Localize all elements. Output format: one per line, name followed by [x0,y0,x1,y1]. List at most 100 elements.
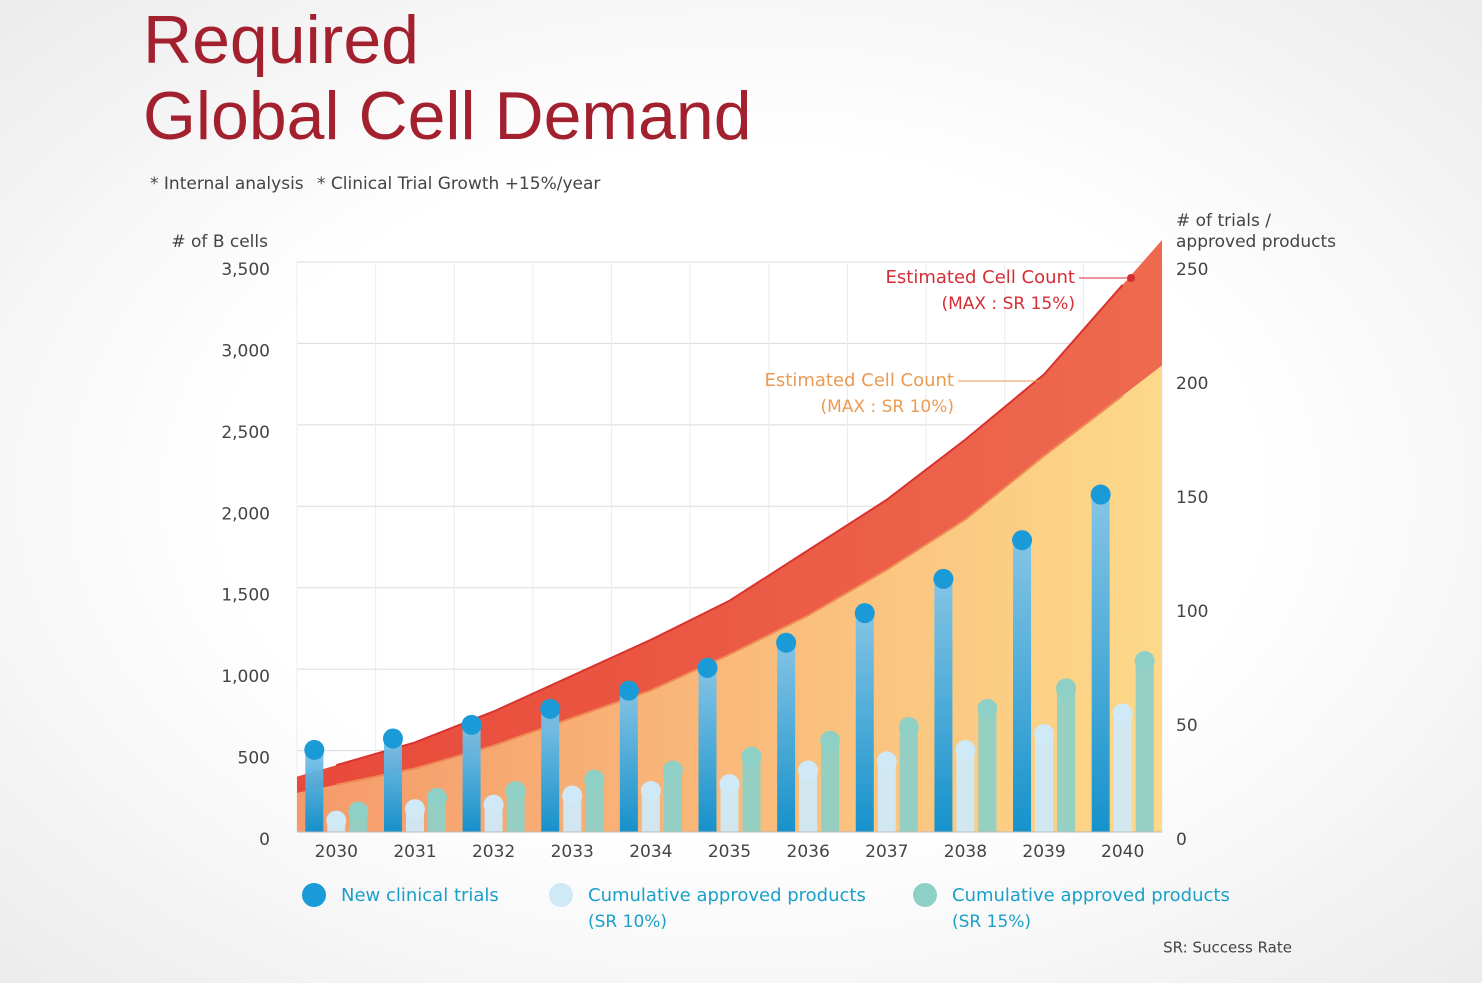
x-tick-label: 2031 [393,842,436,862]
bar [956,749,975,832]
y-tick-label: 3,500 [221,260,270,280]
bar-cap [854,603,875,624]
bar-cap [618,680,639,701]
annotation-dot [1127,274,1135,282]
bar [462,724,481,832]
bar [1113,713,1132,832]
bar [506,790,525,832]
bar [641,790,660,832]
chart-title: Global Cell Demand [143,78,752,154]
y2-tick-label: 150 [1176,488,1208,508]
bar-cap [697,657,718,678]
bar-cap [1056,678,1077,699]
bar [563,795,582,832]
x-tick-label: 2032 [472,842,515,862]
annotation: (MAX : SR 15%) [941,294,1075,314]
bar-cap [1012,530,1033,551]
y2-tick-label: 50 [1176,716,1198,736]
chart-title: Required [143,2,419,78]
bar [934,578,953,832]
legend-label: Cumulative approved products [588,885,866,906]
bar [720,784,739,832]
bar-cap [461,714,482,735]
y2-axis-label: approved products [1176,232,1336,252]
x-tick-label: 2039 [1022,842,1065,862]
bar-cap [505,780,526,801]
bar [821,740,840,832]
bar [899,727,918,832]
x-tick-label: 2033 [551,842,594,862]
bar-cap [977,698,998,719]
x-tick-label: 2037 [865,842,908,862]
bar [305,749,324,832]
bar [663,770,682,832]
legend-marker [913,883,937,907]
legend-label: New clinical trials [341,885,499,906]
bar-cap [326,810,347,831]
y-tick-label: 500 [238,749,270,769]
annotation: Estimated Cell Count [886,267,1075,288]
bar-cap [1112,703,1133,724]
legend-note: (SR 15%) [952,912,1031,932]
bar [698,667,717,832]
x-tick-label: 2034 [629,842,672,862]
bar-cap [1134,651,1155,671]
bar [777,642,796,832]
x-tick-label: 2036 [787,842,830,862]
bar-cap [741,746,762,767]
bar [742,756,761,832]
bar [855,613,874,832]
y-tick-label: 2,500 [221,423,270,443]
bar-cap [562,785,583,806]
bar [1057,688,1076,832]
bar [541,708,560,832]
y2-tick-label: 100 [1176,602,1208,622]
bar [585,779,604,832]
bar-cap [820,730,841,751]
y-tick-label: 1,500 [221,586,270,606]
footnote: SR: Success Rate [1163,939,1292,957]
legend-label: Cumulative approved products [952,885,1230,906]
y-tick-label: 0 [259,830,270,850]
y2-axis-label: # of trials / [1176,211,1271,231]
bar-cap [304,739,325,760]
y-axis-label: # of B cells [171,232,268,252]
bar [383,738,402,832]
y-tick-label: 3,000 [221,341,270,361]
x-tick-label: 2035 [708,842,751,862]
x-tick-label: 2030 [315,842,358,862]
bar-cap [876,751,897,772]
bar [1013,540,1032,832]
y-tick-label: 2,000 [221,504,270,524]
bar-cap [662,760,683,781]
legend-marker [302,883,326,907]
note: * Clinical Trial Growth +15%/year [317,174,600,194]
bar [978,708,997,832]
bar-cap [1034,723,1055,744]
bar [619,690,638,832]
bar-cap [719,774,740,795]
y-tick-label: 1,000 [221,667,270,687]
bar-cap [955,739,976,760]
bar-cap [1090,484,1111,505]
bar-cap [483,794,504,815]
legend-marker [549,883,573,907]
bar [877,761,896,832]
bar [1091,494,1110,832]
legend-note: (SR 10%) [588,912,667,932]
x-tick-label: 2038 [944,842,987,862]
bar [1135,661,1154,832]
bar-cap [382,728,403,749]
y2-tick-label: 250 [1176,260,1208,280]
y2-tick-label: 200 [1176,374,1208,394]
bar [799,770,818,832]
x-tick-label: 2040 [1101,842,1144,862]
annotation: (MAX : SR 10%) [820,397,954,417]
bar-cap [933,568,954,589]
note: * Internal analysis [150,174,304,194]
bar-cap [798,760,819,781]
bar-cap [776,632,797,653]
bar-cap [640,780,661,801]
